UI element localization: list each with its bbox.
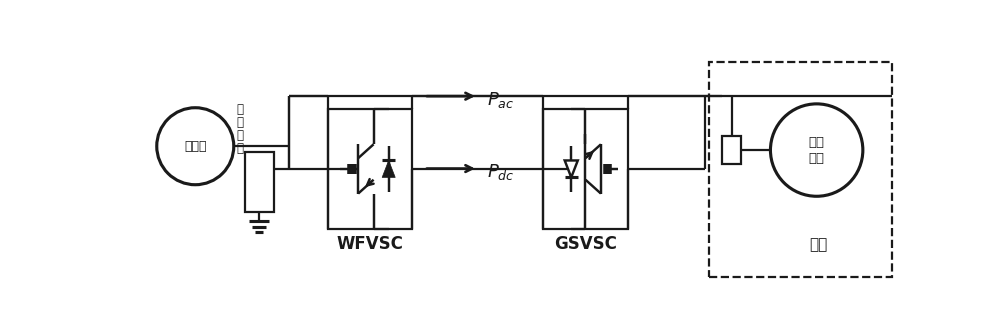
Bar bbox=[328, 109, 412, 229]
Text: GSVSC: GSVSC bbox=[554, 235, 617, 253]
Text: 动
波
荷
负: 动 波 荷 负 bbox=[237, 103, 244, 155]
Polygon shape bbox=[565, 161, 578, 177]
Bar bbox=[543, 109, 628, 229]
Text: 主网: 主网 bbox=[810, 237, 828, 252]
Text: WFVSC: WFVSC bbox=[337, 235, 403, 253]
Polygon shape bbox=[382, 161, 395, 177]
Text: $P_{ac}$: $P_{ac}$ bbox=[487, 90, 514, 110]
Text: $P_{dc}$: $P_{dc}$ bbox=[487, 163, 515, 182]
Bar bbox=[722, 136, 741, 164]
Bar bbox=[245, 152, 274, 212]
Text: 风电场: 风电场 bbox=[184, 140, 207, 153]
Text: 火电
机组: 火电 机组 bbox=[809, 136, 825, 165]
Bar bbox=[709, 62, 892, 277]
